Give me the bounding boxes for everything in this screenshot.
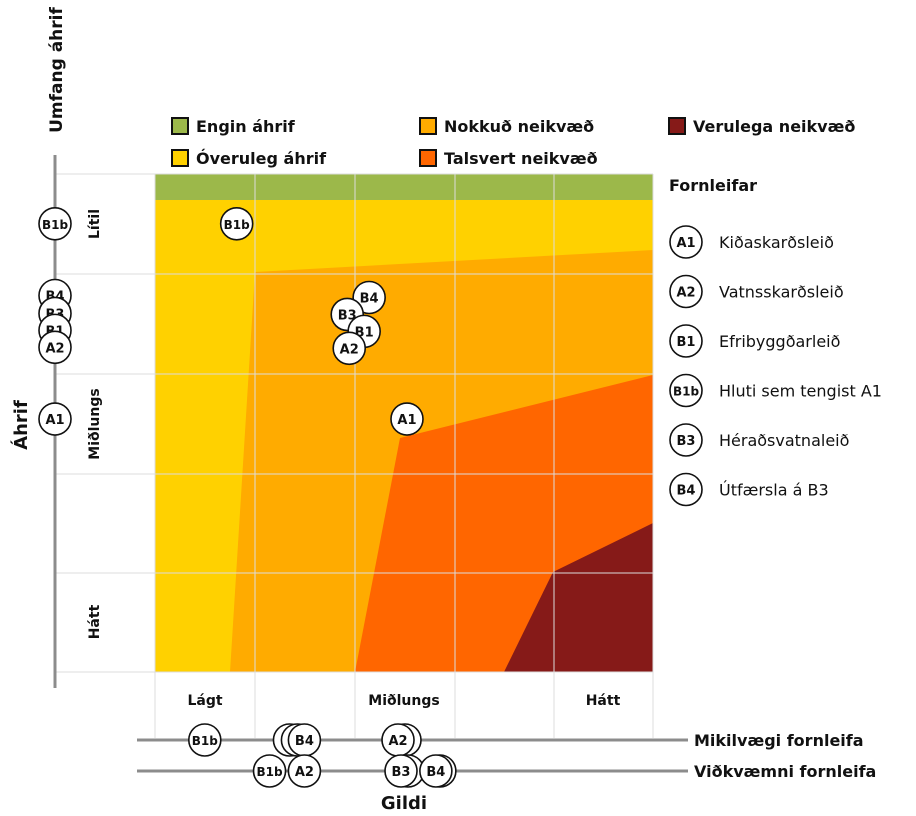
fornleifar-code-a2: A2	[676, 286, 695, 301]
mikilvaegi-marker-b1b-label: B1b	[192, 734, 218, 748]
point-a1-circle	[390, 402, 424, 436]
fornleifar-badge-b3	[669, 423, 703, 457]
mikilvaegi-marker-b4-label: B4	[295, 734, 314, 749]
fornleifar-name-a2: Vatnsskarðsleið	[719, 283, 844, 302]
mikilvaegi-label: Mikilvægi fornleifa	[694, 731, 864, 750]
fornleifar-title: Fornleifar	[669, 176, 757, 195]
fornleifar-badge-b1b	[669, 373, 703, 408]
point-a2-circle	[332, 331, 367, 366]
fornleifar-name-b1b: Hluti sem tengist A1	[719, 382, 882, 401]
vidkvaemni-marker-b4-circle	[419, 754, 453, 788]
y-axis-marker-a1-circle	[38, 402, 72, 436]
legend-swatch-talsvert	[419, 149, 437, 167]
y-category-labels: Lítil Miðlungs Hátt	[87, 209, 103, 639]
y-axis-marker-b1b: B1b	[38, 207, 72, 241]
fornleifar-item-b1: B1 Efribyggðarleið	[669, 324, 840, 358]
fornleifar-name-b3: Héraðsvatnaleið	[719, 431, 849, 450]
y-axis-marker-a2: A2	[38, 330, 72, 365]
vidkvaemni-marker-b1b: B1b	[252, 754, 287, 788]
vidkvaemni-marker-b3-circle	[384, 754, 418, 788]
legend-label-engin: Engin áhrif	[196, 117, 296, 136]
y-cat-midlungs: Miðlungs	[87, 388, 103, 459]
fornleifar-item-a2: A2 Vatnsskarðsleið	[669, 274, 844, 309]
legend-label-nokkud: Nokkuð neikvæð	[444, 117, 594, 136]
y-axis-main-label: Áhrif	[10, 400, 32, 450]
x-cat-hatt: Hátt	[586, 693, 621, 709]
x-axis-main-label: Gildi	[381, 793, 427, 814]
fornleifar-item-b3: B3 Héraðsvatnaleið	[669, 423, 849, 457]
point-b1b-circle	[219, 207, 254, 241]
fornleifar-code-b3: B3	[677, 434, 696, 449]
vidkvaemni-marker-b4-label: B4	[426, 765, 445, 780]
fornleifar-code-b1b: B1b	[673, 385, 699, 399]
legend-swatch-overuleg	[171, 149, 189, 167]
y-axis-marker-a2-label: A2	[45, 341, 64, 356]
point-b1b: B1b	[219, 207, 254, 241]
vidkvaemni-marker-b3: B3	[384, 754, 418, 788]
y-cat-litil: Lítil	[87, 209, 103, 239]
mikilvaegi-markers: B1b B4 A2	[188, 723, 422, 757]
fornleifar-code-a1: A1	[676, 236, 695, 251]
fornleifar-code-b1: B1	[677, 335, 696, 350]
fornleifar-name-a1: Kiðaskarðsleið	[719, 233, 834, 252]
fornleifar-code-b4: B4	[677, 484, 696, 499]
vidkvaemni-label: Viðkvæmni fornleifa	[694, 762, 876, 781]
x-cat-lagt: Lágt	[187, 693, 222, 709]
legend-swatch-verulega	[668, 117, 686, 135]
legend-swatch-nokkud	[419, 117, 437, 135]
mikilvaegi-marker-a2: A2	[381, 723, 415, 757]
grid	[55, 173, 654, 738]
vidkvaemni-marker-a2-circle	[287, 754, 322, 788]
fornleifar-badge-b1	[669, 324, 703, 358]
point-b3-label: B3	[338, 308, 357, 323]
vidkvaemni-markers: B1b A2 B3 B4	[252, 754, 457, 788]
point-a2: A2	[332, 331, 367, 366]
legend-label-talsvert: Talsvert neikvæð	[444, 149, 598, 168]
point-b4-label: B4	[360, 292, 379, 307]
point-b1b-label: B1b	[224, 218, 250, 232]
y-axis-marker-b1b-circle	[38, 207, 72, 241]
mikilvaegi-marker-b1b-circle	[188, 723, 222, 757]
mikilvaegi-marker-b4: B4	[287, 723, 322, 757]
fornleifar-badge-b4	[669, 472, 703, 507]
point-a2-label: A2	[340, 342, 359, 357]
vidkvaemni-marker-a2-label: A2	[295, 765, 314, 780]
legend-label-verulega: Verulega neikvæð	[693, 117, 855, 136]
vidkvaemni-marker-b3-label: B3	[392, 765, 411, 780]
fornleifar-badge-a2	[669, 274, 703, 309]
point-a1: A1	[390, 402, 424, 436]
legend-swatch-engin	[171, 117, 189, 135]
x-category-labels: Lágt Miðlungs Hátt	[187, 693, 620, 709]
point-a1-label: A1	[397, 413, 416, 428]
x-cat-midlungs: Miðlungs	[368, 693, 439, 709]
legend-label-overuleg: Óveruleg áhrif	[196, 149, 327, 168]
y-axis-marker-a1-label: A1	[45, 413, 64, 428]
fornleifar-item-b1b: B1b Hluti sem tengist A1	[669, 373, 882, 408]
fornleifar-item-a1: A1 Kiðaskarðsleið	[669, 225, 834, 259]
fornleifar-item-b4: B4 Útfærsla á B3	[669, 472, 829, 507]
y-axis-marker-a1: A1	[38, 402, 72, 436]
vidkvaemni-marker-a2: A2	[287, 754, 322, 788]
y-cat-hatt: Hátt	[87, 604, 103, 639]
fornleifar-list: A1 Kiðaskarðsleið A2 Vatnsskarðsleið B1 Efrib…	[669, 225, 882, 507]
impact-regions	[155, 174, 653, 672]
mikilvaegi-marker-a2-label: A2	[388, 734, 407, 749]
fornleifar-name-b1: Efribyggðarleið	[719, 332, 840, 351]
y-axis-marker-b1b-label: B1b	[42, 218, 68, 232]
mikilvaegi-marker-b1b: B1b	[188, 723, 222, 757]
y-axis-marker-a2-circle	[38, 330, 72, 365]
fornleifar-name-b4: Útfærsla á B3	[719, 481, 829, 500]
region-engin	[155, 174, 653, 200]
vidkvaemni-marker-b1b-label: B1b	[256, 765, 282, 779]
region-verulega	[504, 523, 653, 672]
y-axis-top-label: Umfang áhrif	[47, 7, 67, 133]
legend: Engin áhrif Óveruleg áhrif Nokkuð neikvæ…	[171, 117, 855, 168]
vidkvaemni-marker-b4: B4	[419, 754, 453, 788]
vidkvaemni-marker-b1b-circle	[252, 754, 287, 788]
fornleifar-badge-a1	[669, 225, 703, 259]
